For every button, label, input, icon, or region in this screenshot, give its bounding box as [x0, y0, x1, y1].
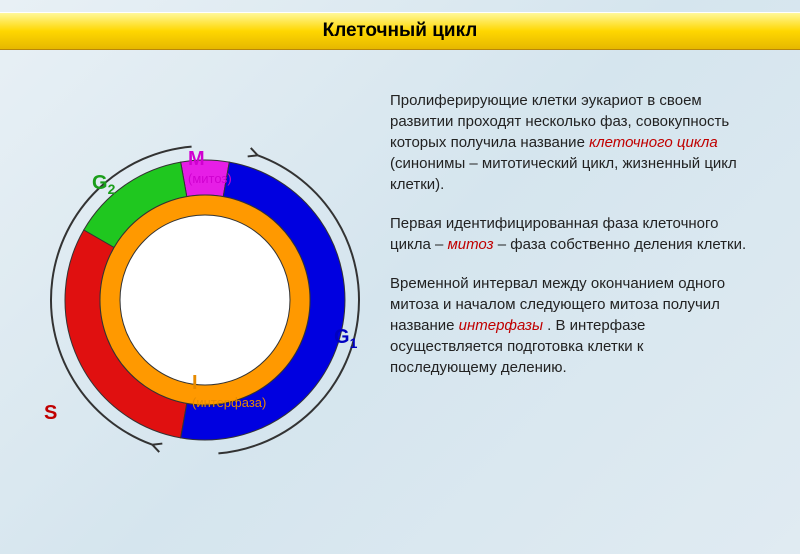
cell-cycle-diagram: М(митоз) G2 S G1 I(интерфаза) — [0, 70, 380, 550]
paragraph-1: Пролиферирующие клетки эукариот в своем … — [390, 90, 750, 195]
phase-label-I: I(интерфаза) — [192, 372, 266, 410]
phase-label-M: М(митоз) — [188, 148, 232, 186]
title-text: Клеточный цикл — [323, 20, 478, 42]
page-title: Клеточный цикл — [0, 12, 800, 50]
description-text: Пролиферирующие клетки эукариот в своем … — [380, 70, 780, 550]
p1-em: клеточного цикла — [589, 134, 718, 151]
paragraph-3: Временной интервал между окончанием одно… — [390, 273, 750, 378]
p2-em: митоз — [447, 236, 493, 253]
phase-label-S: S — [44, 402, 57, 425]
phase-label-G1: G1 — [334, 326, 357, 351]
phase-label-G2: G2 — [92, 172, 115, 197]
p1-text-b: (синонимы – митотический цикл, жизненный… — [390, 155, 737, 193]
p3-em: интерфазы — [459, 317, 543, 334]
paragraph-2: Первая идентифицированная фаза клеточног… — [390, 213, 750, 255]
p2-text-b: – фаза собственно деления клетки. — [498, 236, 746, 253]
content: М(митоз) G2 S G1 I(интерфаза) Пролиферирующи… — [0, 0, 800, 550]
